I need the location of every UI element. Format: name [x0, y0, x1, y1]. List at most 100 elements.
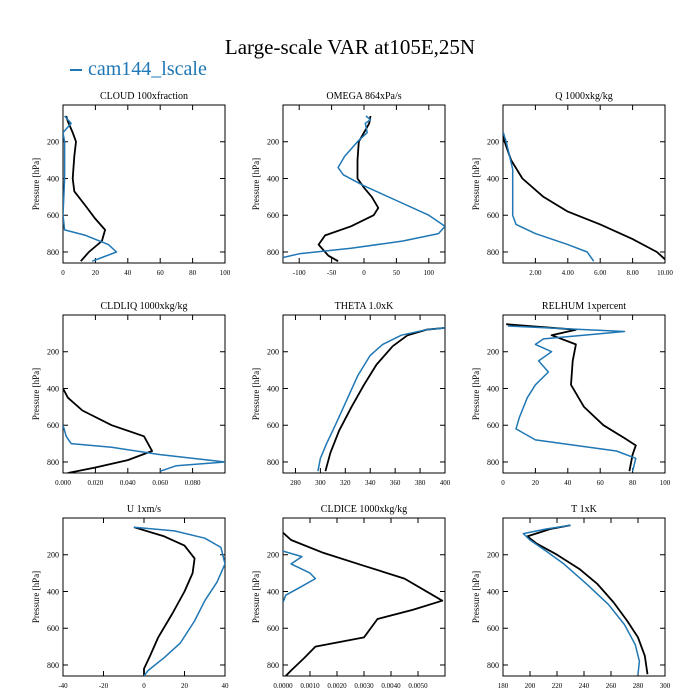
x-tick-label: 0.0000 — [273, 682, 293, 690]
x-tick-label: 20 — [532, 479, 540, 487]
y-tick-label: 600 — [47, 624, 59, 633]
panel-title: CLOUD 100xfraction — [100, 91, 188, 102]
x-tick-label: 200 — [525, 682, 536, 690]
y-axis-label: Pressure [hPa] — [471, 571, 481, 623]
x-tick-label: 280 — [633, 682, 644, 690]
x-tick-label: 6.00 — [594, 269, 607, 277]
x-tick-label: 8.00 — [626, 269, 639, 277]
x-tick-label: 0.060 — [152, 479, 168, 487]
panel-title: CLDLIQ 1000xkg/kg — [101, 301, 188, 312]
x-tick-label: 0.0050 — [408, 682, 428, 690]
y-tick-label: 200 — [487, 138, 499, 147]
y-axis-label: Pressure [hPa] — [31, 571, 41, 623]
x-tick-label: 0 — [142, 682, 146, 690]
y-tick-label: 800 — [487, 458, 499, 467]
series-line-black — [283, 532, 444, 676]
x-tick-label: 280 — [290, 479, 301, 487]
y-axis-label: Pressure [hPa] — [251, 571, 261, 623]
x-tick-label: 0 — [501, 479, 505, 487]
axes-frame — [502, 104, 666, 264]
y-tick-label: 600 — [267, 624, 279, 633]
y-tick-label: 400 — [267, 587, 279, 596]
y-axis-label: Pressure [hPa] — [31, 158, 41, 210]
panel-title: RELHUM 1xpercent — [542, 301, 626, 312]
series-line-black — [503, 132, 665, 260]
panel-2: OMEGA 864xPa/s 200 400 600 800 Pressure [hPa]… — [251, 91, 446, 277]
y-tick-label: 800 — [47, 248, 59, 257]
series-line-cam144_lscale — [133, 526, 225, 676]
x-tick-label: 380 — [415, 479, 426, 487]
x-tick-label: 0.0010 — [300, 682, 320, 690]
x-tick-label: 80 — [189, 269, 197, 277]
y-tick-label: 600 — [47, 421, 59, 430]
series-line-cam144_lscale — [317, 327, 445, 472]
series-line-black — [65, 115, 106, 262]
x-tick-label: 300 — [660, 682, 671, 690]
x-tick-label: 4.00 — [562, 269, 575, 277]
axes-frame — [502, 314, 666, 474]
y-tick-label: 400 — [487, 587, 499, 596]
y-tick-label: 600 — [267, 421, 279, 430]
y-tick-label: 400 — [487, 174, 499, 183]
series-line-cam144_lscale — [283, 115, 445, 259]
axes-frame — [282, 314, 446, 474]
y-axis-label: Pressure [hPa] — [471, 368, 481, 420]
y-tick-label: 800 — [267, 458, 279, 467]
y-axis-label: Pressure [hPa] — [251, 368, 261, 420]
panel-7: U 1xm/s 200 400 600 800 Pressure [hPa] -40 -20 0… — [31, 504, 229, 690]
x-tick-label: 0.0020 — [327, 682, 347, 690]
x-tick-label: 100 — [660, 479, 671, 487]
series-line-cam144_lscale — [63, 115, 118, 262]
axes-frame — [62, 314, 226, 474]
x-tick-label: 0.0030 — [354, 682, 374, 690]
x-tick-label: 40 — [124, 269, 132, 277]
y-tick-label: 800 — [47, 458, 59, 467]
series-line-cam144_lscale — [503, 132, 595, 262]
x-tick-label: 0.080 — [185, 479, 201, 487]
legend-line-icon — [70, 69, 82, 72]
panel-title: THETA 1.0xK — [335, 301, 394, 312]
y-tick-label: 600 — [47, 211, 59, 220]
x-tick-label: 240 — [579, 682, 590, 690]
figure-title: Large-scale VAR at105E,25N — [224, 35, 476, 59]
panel-4: CLDLIQ 1000xkg/kg 200 400 600 800 Pressure [h… — [31, 301, 226, 487]
y-tick-label: 600 — [487, 421, 499, 430]
y-tick-label: 800 — [487, 661, 499, 670]
x-tick-label: 100 — [220, 269, 231, 277]
series-line-black — [63, 388, 153, 473]
y-tick-label: 600 — [487, 624, 499, 633]
panel-8: CLDICE 1000xkg/kg 200 400 600 800 Pressure [h… — [251, 504, 446, 690]
panel-3: Q 1000xkg/kg 200 400 600 800 Pressure [hPa] 2.… — [471, 91, 673, 277]
x-tick-label: 20 — [181, 682, 189, 690]
x-tick-label: 2.00 — [529, 269, 542, 277]
y-tick-label: 400 — [47, 384, 59, 393]
y-tick-label: 800 — [487, 248, 499, 257]
y-axis-label: Pressure [hPa] — [251, 158, 261, 210]
series-line-cam144_lscale — [283, 550, 317, 603]
panel-title: T 1xK — [571, 504, 597, 515]
y-tick-label: 600 — [487, 211, 499, 220]
series-line-black — [133, 526, 196, 676]
x-tick-label: 100 — [424, 269, 435, 277]
x-tick-label: 0.0040 — [381, 682, 401, 690]
axes-frame — [282, 104, 446, 264]
y-tick-label: 200 — [267, 551, 279, 560]
x-tick-label: 10.00 — [657, 269, 673, 277]
y-axis-label: Pressure [hPa] — [471, 158, 481, 210]
axes-frame — [282, 517, 446, 677]
x-tick-label: -100 — [293, 269, 306, 277]
panel-title: OMEGA 864xPa/s — [326, 91, 401, 102]
x-tick-label: 180 — [498, 682, 509, 690]
x-tick-label: 0 — [61, 269, 65, 277]
y-tick-label: 800 — [267, 661, 279, 670]
x-tick-label: 220 — [552, 682, 563, 690]
panel-5: THETA 1.0xK 200 400 600 800 Pressure [hPa] 280… — [251, 301, 451, 487]
series-line-black — [324, 327, 445, 472]
x-tick-label: 40 — [564, 479, 572, 487]
y-tick-label: 800 — [267, 248, 279, 257]
panel-title: CLDICE 1000xkg/kg — [321, 504, 407, 515]
x-tick-label: 340 — [365, 479, 376, 487]
